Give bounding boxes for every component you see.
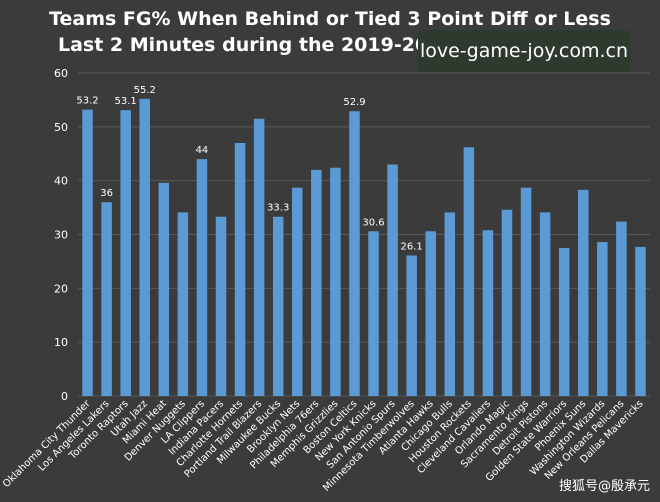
bar <box>139 98 150 396</box>
y-axis: 0 10 20 30 40 50 60 <box>54 67 68 403</box>
bar <box>616 221 627 396</box>
y-tick-label: 20 <box>54 282 68 295</box>
y-tick-label: 60 <box>54 67 68 80</box>
grid-lines <box>78 72 650 397</box>
bar <box>272 216 284 396</box>
data-label: 30.6 <box>362 217 384 228</box>
bar <box>444 212 456 396</box>
y-tick-label: 40 <box>54 175 68 188</box>
data-labels: 53.2 36 53.155.2 44 33.3 52.9 30.6 26.1 <box>76 85 422 253</box>
data-label: 55.2 <box>134 85 156 96</box>
bar <box>101 202 112 396</box>
bar <box>253 118 265 396</box>
bar <box>349 111 360 396</box>
bar <box>368 231 379 396</box>
bar <box>387 164 398 396</box>
bar <box>215 216 227 396</box>
chart-title-line-1: Teams FG% When Behind or Tied 3 Point Di… <box>49 8 611 30</box>
bar <box>330 167 341 396</box>
bars <box>82 98 646 397</box>
data-label: 44 <box>196 145 209 156</box>
data-label: 33.3 <box>267 203 289 214</box>
bar <box>482 230 494 396</box>
bar <box>463 147 475 396</box>
data-label: 53.1 <box>115 96 137 107</box>
bar <box>597 242 608 396</box>
bar <box>425 231 436 396</box>
bar <box>635 246 646 396</box>
watermark-bottom: 搜狐号@殷承元 <box>558 479 650 494</box>
bar <box>578 189 589 396</box>
y-tick-label: 10 <box>54 336 68 349</box>
y-tick-label: 50 <box>54 121 68 134</box>
data-label: 52.9 <box>343 97 365 108</box>
y-tick-label: 0 <box>61 390 68 403</box>
data-label: 26.1 <box>401 241 423 252</box>
bar <box>501 209 513 396</box>
bar <box>311 169 322 396</box>
bar <box>406 255 417 396</box>
y-tick-label: 30 <box>54 229 68 242</box>
bar <box>539 212 551 396</box>
bar <box>82 109 93 397</box>
bar <box>234 142 246 396</box>
bar <box>177 212 189 396</box>
bar <box>292 187 303 396</box>
watermark-top: love-game-joy.com.cn <box>418 30 630 72</box>
bar <box>558 247 570 396</box>
bar <box>520 187 532 396</box>
bar <box>158 182 170 396</box>
bar <box>120 110 131 397</box>
bar <box>196 159 208 396</box>
data-label: 53.2 <box>76 96 98 107</box>
data-label: 36 <box>100 188 113 199</box>
